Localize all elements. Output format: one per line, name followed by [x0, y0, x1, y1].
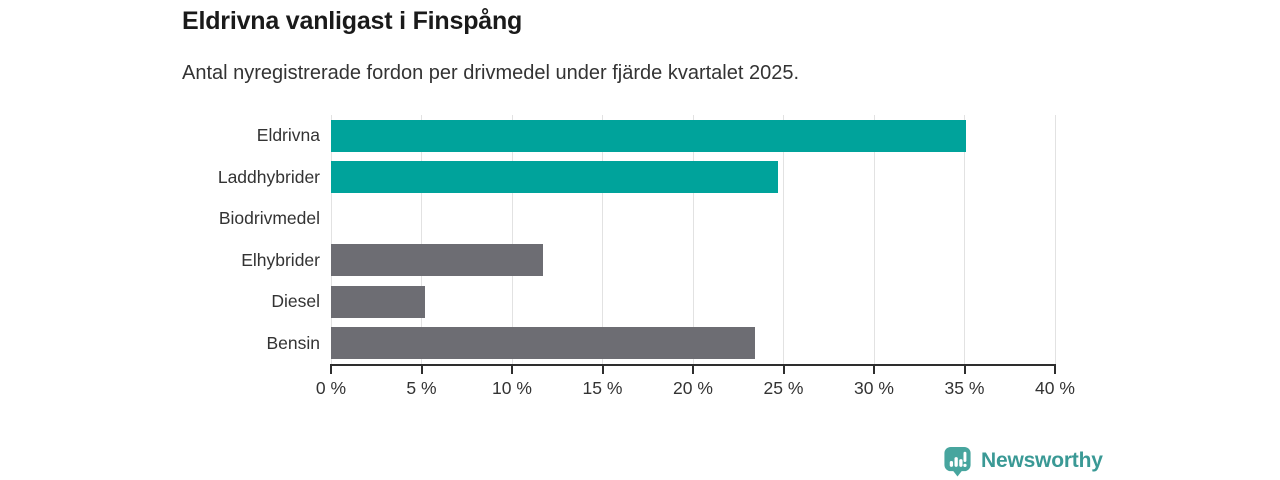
gridline-0: [330, 115, 332, 364]
category-axis-labels: Eldrivna Laddhybrider Biodrivmedel Elhybrid…: [0, 115, 320, 364]
category-label-eldrivna: Eldrivna: [256, 125, 320, 146]
category-label-diesel: Diesel: [271, 291, 320, 312]
bar-diesel: [331, 285, 426, 318]
gridline-10: [511, 115, 513, 364]
bar-bensin: [331, 327, 755, 360]
bar-laddhybrider: [331, 161, 779, 194]
x-tick-label: 15 %: [582, 378, 623, 398]
gridline-35: [964, 115, 965, 364]
newsworthy-logo-icon: [944, 446, 971, 477]
x-tick-label: 5 %: [406, 378, 437, 398]
category-label-laddhybrider: Laddhybrider: [217, 166, 320, 187]
gridline-40: [1054, 115, 1056, 364]
newsworthy-logo: Newsworthy: [942, 445, 1103, 477]
x-axis-tick: [330, 364, 332, 374]
x-tick-label: 20 %: [673, 378, 713, 398]
x-axis-tick: [511, 364, 513, 374]
chart-title: Eldrivna vanligast i Finspång: [182, 7, 523, 35]
x-tick-label: 35 %: [944, 378, 985, 398]
x-axis-tick: [420, 364, 423, 374]
category-label-biodrivmedel: Biodrivmedel: [218, 208, 320, 229]
x-axis-tick: [1054, 364, 1056, 374]
chart-subtitle: Antal nyregistrerade fordon per drivmede…: [182, 62, 800, 84]
newsworthy-logo-text: Newsworthy: [981, 449, 1103, 472]
x-axis-tick: [601, 364, 604, 374]
x-axis-tick: [692, 364, 694, 374]
x-axis-tick: [963, 364, 966, 374]
gridline-25: [783, 115, 784, 364]
x-tick-label: 0 %: [315, 378, 347, 398]
gridline-30: [873, 115, 875, 364]
category-label-bensin: Bensin: [266, 332, 320, 353]
gridline-15: [602, 115, 603, 364]
x-axis-tick: [782, 364, 785, 374]
x-tick-label: 10 %: [492, 378, 532, 398]
x-axis-tick: [873, 364, 875, 374]
bar-eldrivna: [331, 119, 967, 152]
bar-chart-plot-area: 0 % 5 % 10 % 15 % 20 % 25 % 30 % 35 % 40 %: [316, 115, 1075, 398]
gridline-20: [692, 115, 694, 364]
x-tick-label: 30 %: [854, 378, 894, 398]
gridline-5: [421, 115, 422, 364]
x-tick-label: 25 %: [763, 378, 804, 398]
bar-elhybrider: [331, 244, 543, 277]
category-label-elhybrider: Elhybrider: [241, 249, 320, 270]
x-tick-label: 40 %: [1035, 378, 1075, 398]
